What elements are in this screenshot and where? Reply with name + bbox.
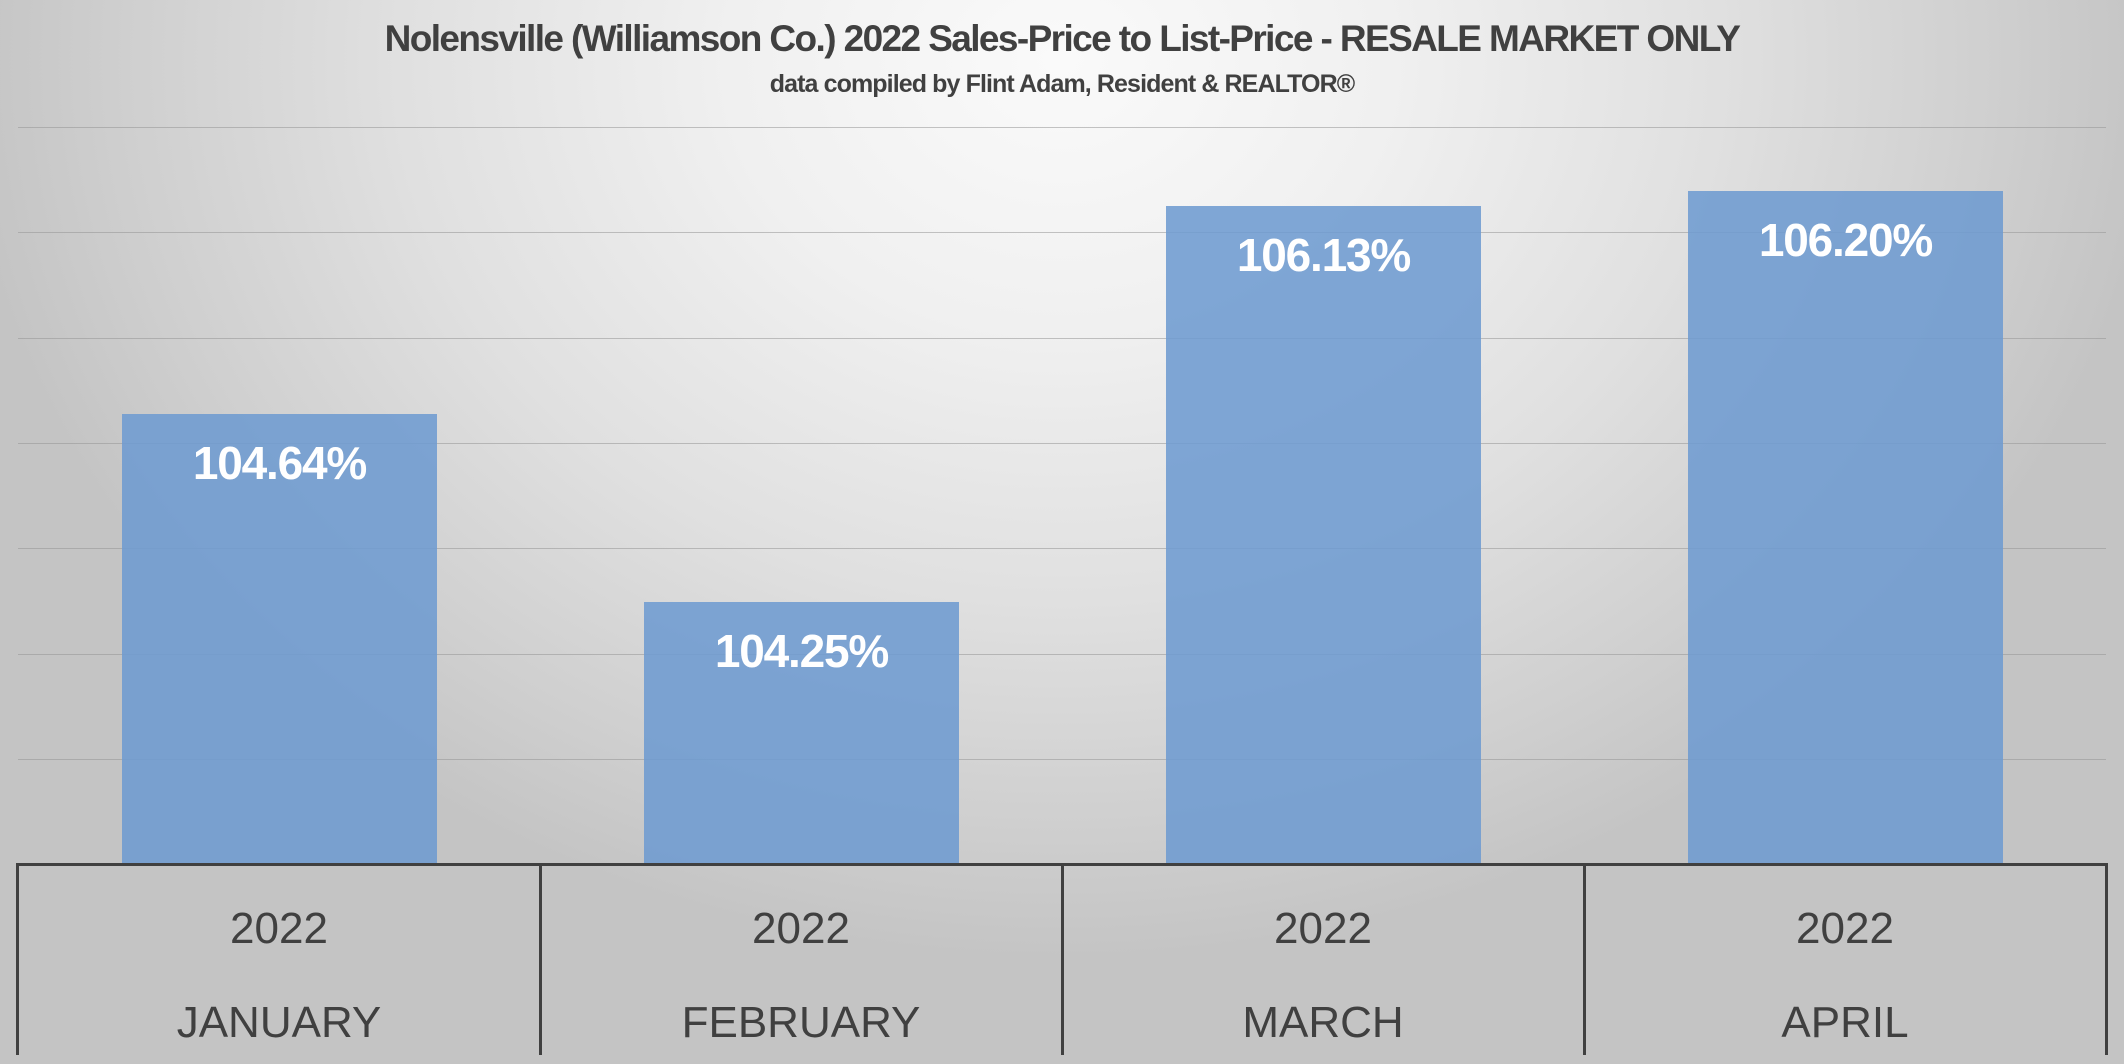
chart-title: Nolensville (Williamson Co.) 2022 Sales-… xyxy=(384,18,1741,59)
axis-label-year: 2022 xyxy=(230,904,328,953)
gridline xyxy=(18,443,2106,444)
axis-label-month: FEBRUARY xyxy=(681,998,921,1047)
axis-label-year: 2022 xyxy=(1796,904,1894,953)
category-divider xyxy=(2105,864,2108,1055)
bar-january: 104.64% xyxy=(122,414,437,865)
gridline xyxy=(18,338,2106,339)
axis-label-month: MARCH xyxy=(1242,998,1404,1047)
data-label: 104.64% xyxy=(192,437,367,489)
bar-march: 106.13% xyxy=(1166,206,1481,865)
category-divider xyxy=(539,864,542,1055)
gridline xyxy=(18,127,2106,128)
gridline xyxy=(18,759,2106,760)
axis-label-year: 2022 xyxy=(1274,904,1372,953)
axis-label-month: APRIL xyxy=(1781,998,1909,1047)
chart-subtitle: data compiled by Flint Adam, Resident & … xyxy=(769,70,1355,98)
x-axis-category-march: 2022 MARCH xyxy=(1062,866,1584,1056)
x-axis-category-april: 2022 APRIL xyxy=(1584,866,2106,1056)
bar-april: 106.20% xyxy=(1688,191,2003,865)
category-divider xyxy=(16,864,19,1055)
x-axis-category-january: 2022 JANUARY xyxy=(18,866,540,1056)
data-label: 104.25% xyxy=(714,625,889,677)
axis-label-year: 2022 xyxy=(752,904,850,953)
data-label: 106.20% xyxy=(1758,214,1933,266)
axis-label-month: JANUARY xyxy=(176,998,382,1047)
gridline xyxy=(18,548,2106,549)
x-axis-category-february: 2022 FEBRUARY xyxy=(540,866,1062,1056)
gridline xyxy=(18,654,2106,655)
data-label: 106.13% xyxy=(1236,229,1411,281)
gridline xyxy=(18,232,2106,233)
category-divider xyxy=(1583,864,1586,1055)
category-divider xyxy=(1061,864,1064,1055)
bar-february: 104.25% xyxy=(644,602,959,865)
